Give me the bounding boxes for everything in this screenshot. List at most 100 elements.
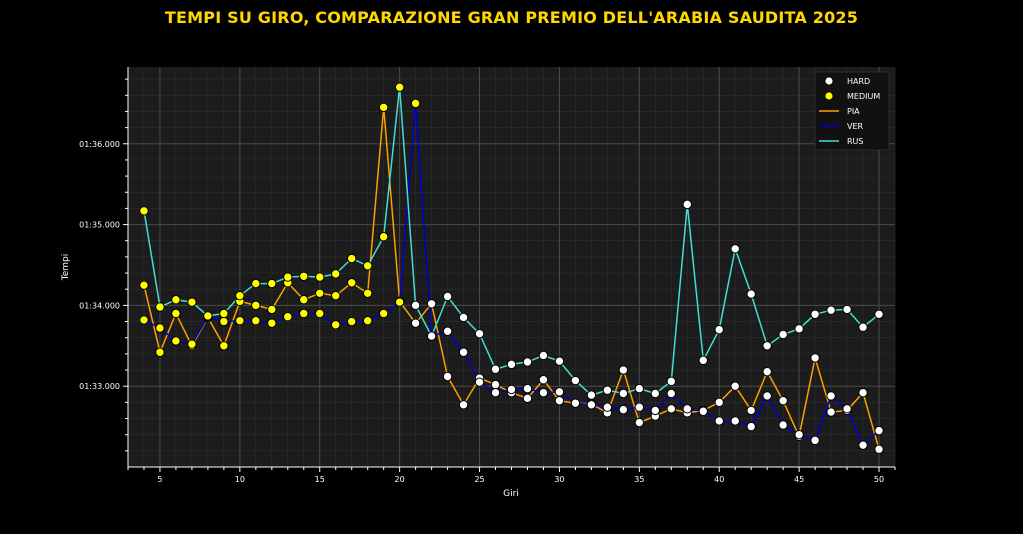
data-point-ver-hard [490,387,501,398]
data-point-pia-medium [331,290,341,301]
data-point-rus-medium [378,231,389,242]
data-point-pia-hard [490,379,501,390]
data-point-ver-hard [586,400,597,410]
data-point-ver-hard [778,420,788,430]
data-point-ver-hard [746,421,756,432]
data-point-ver-medium [155,323,165,333]
y-tick-label: 01:34.000 [79,301,120,310]
legend-label-pia: PIA [847,107,860,116]
y-tick-label: 01:33.000 [79,382,120,391]
data-point-rus-hard [474,328,485,339]
data-point-pia-hard [874,444,884,454]
data-point-pia-hard [666,404,676,414]
data-point-rus-medium [155,302,165,312]
data-point-pia-hard [442,371,453,382]
series-points [139,82,884,454]
data-point-ver-medium [235,316,245,326]
data-point-pia-hard [458,400,469,410]
x-tick-label: 25 [474,475,484,484]
data-point-rus-hard [410,300,421,311]
data-point-rus-medium [394,82,405,92]
data-point-rus-hard [490,364,501,374]
data-point-ver-hard [698,406,708,416]
data-point-rus-medium [347,253,357,264]
data-point-ver-medium [267,318,277,328]
data-point-rus-medium [251,278,261,289]
data-point-pia-medium [139,280,149,290]
data-point-ver-hard [762,391,772,401]
data-point-pia-hard [730,381,740,391]
data-point-ver-medium [331,320,341,330]
data-point-rus-hard [666,376,676,387]
data-point-ver-hard [458,347,469,357]
data-point-ver-medium [378,308,389,319]
x-axis-label: Giri [503,489,519,499]
data-point-rus-hard [442,291,453,302]
x-tick-label: 30 [554,475,564,484]
data-point-ver-medium [139,315,149,325]
data-point-rus-medium [235,290,245,301]
data-point-ver-hard [810,435,820,446]
chart-title: TEMPI SU GIRO, COMPARAZIONE GRAN PREMIO … [164,8,859,27]
data-point-rus-hard [826,305,836,315]
x-tick-label: 10 [235,475,245,484]
data-point-pia-hard [858,387,868,398]
data-point-pia-medium [347,278,357,288]
data-point-rus-hard [778,329,788,340]
y-tick-label: 01:35.000 [79,221,120,230]
data-point-ver-hard [714,416,724,426]
data-point-ver-hard [554,387,565,397]
data-point-ver-medium [347,316,357,327]
data-point-rus-hard [522,357,533,367]
data-point-pia-medium [251,300,261,311]
data-point-rus-medium [171,295,181,305]
data-point-ver-hard [794,429,804,440]
data-point-rus-hard [634,383,645,394]
data-point-ver-hard [602,402,613,412]
y-tick-label: 01:36.000 [79,140,120,149]
data-point-rus-hard [602,385,613,395]
data-point-rus-medium [299,271,309,281]
data-point-rus-hard [810,309,820,319]
data-point-rus-medium [203,311,213,321]
data-point-rus-medium [139,206,149,216]
data-point-rus-hard [698,355,708,366]
legend-marker-medium [824,91,834,101]
data-point-pia-medium [299,295,309,305]
data-point-ver-hard [506,384,517,395]
data-point-pia-hard [762,366,772,377]
legend-label-medium: MEDIUM [847,92,880,101]
data-point-ver-hard [570,398,581,408]
data-point-rus-hard [586,390,597,400]
data-point-ver-medium [299,308,309,319]
data-point-ver-medium [187,339,197,349]
data-point-ver-hard [634,402,645,412]
data-point-rus-hard [762,341,772,351]
data-point-ver-medium [362,316,373,326]
data-point-pia-hard [634,417,645,428]
legend-label-ver: VER [847,122,864,131]
data-point-ver-medium [171,336,181,346]
data-point-rus-hard [746,289,756,299]
x-tick-label: 20 [395,475,405,484]
data-point-ver-hard [858,440,868,450]
data-point-rus-medium [267,278,277,289]
data-point-ver-medium [410,98,421,109]
legend-label-hard: HARD [847,77,870,86]
data-point-rus-hard [714,324,724,335]
data-point-pia-hard [826,407,836,417]
data-point-rus-medium [283,272,293,282]
data-point-rus-hard [618,388,629,399]
data-point-pia-medium [219,341,229,351]
data-point-rus-medium [219,308,229,319]
data-point-rus-hard [538,350,549,361]
data-point-ver-hard [826,391,836,401]
data-point-rus-medium [315,272,325,282]
data-point-pia-hard [778,396,788,406]
data-point-ver-medium [394,297,405,307]
data-point-ver-medium [315,308,325,319]
data-point-ver-hard [682,404,692,414]
data-point-pia-hard [746,405,756,416]
data-point-pia-medium [378,102,389,113]
